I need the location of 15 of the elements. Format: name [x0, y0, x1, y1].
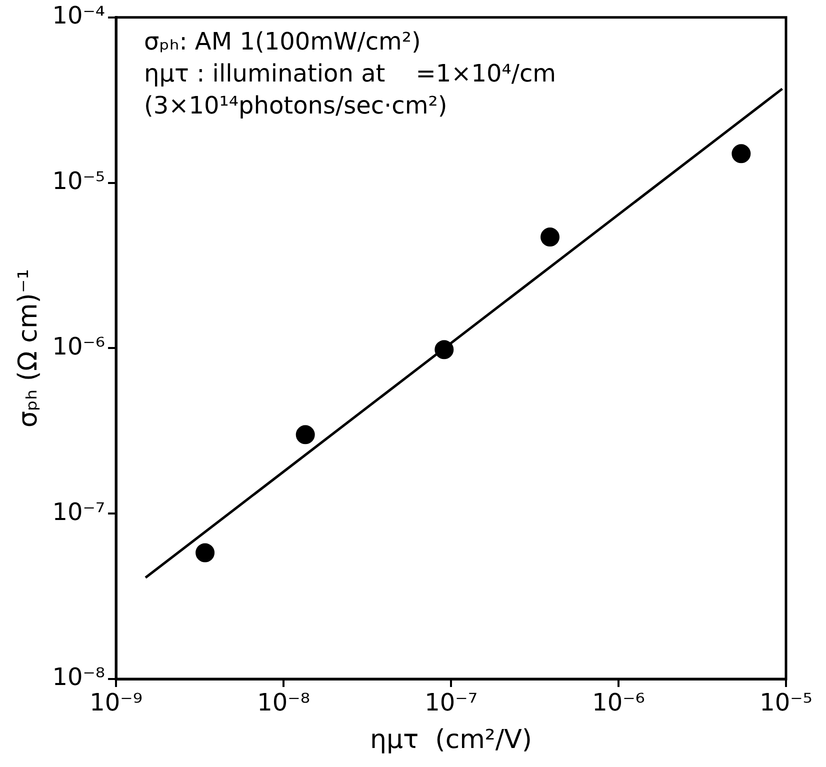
x-tick-label: 10⁻⁸: [257, 688, 310, 717]
annotation: ημτ : illumination at =1×10⁴/cm: [144, 60, 556, 88]
y-axis-title: σₚₕ (Ω cm)⁻¹: [13, 268, 44, 428]
y-tick-label: 10⁻⁷: [52, 498, 106, 526]
x-tick-label: 10⁻⁶: [592, 688, 645, 717]
x-tick-label: 10⁻⁷: [424, 688, 478, 717]
x-tick-label: 10⁻⁹: [90, 688, 142, 717]
x-tick-label: 10⁻⁵: [760, 688, 812, 717]
annotation: σₚₕ: AM 1(100mW/cm²): [144, 28, 421, 56]
y-tick-label: 10⁻⁴: [52, 2, 106, 30]
y-tick-label: 10⁻⁶: [52, 332, 106, 360]
x-axis-title: ημτ (cm²/V): [370, 725, 532, 756]
y-tick-label: 10⁻⁵: [52, 167, 106, 196]
annotation: (3×10¹⁴photons/sec·cm²): [144, 92, 448, 120]
y-tick-label: 10⁻⁸: [52, 663, 106, 692]
